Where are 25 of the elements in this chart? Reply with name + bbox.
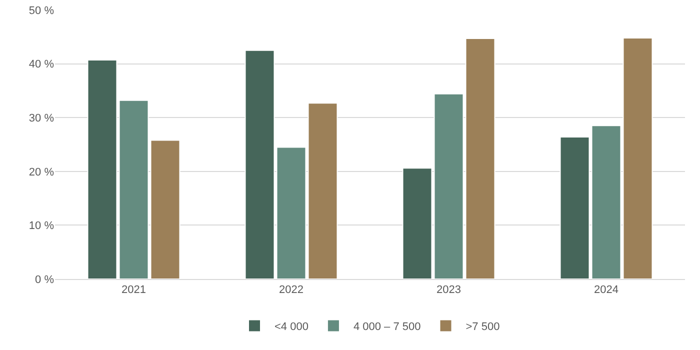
y-tick-label: 20 % <box>28 166 54 178</box>
legend-label: 4 000 – 7 500 <box>353 321 421 334</box>
bar <box>244 50 275 279</box>
legend-label: <4 000 <box>274 321 308 334</box>
bar <box>591 125 622 279</box>
bar <box>560 136 590 279</box>
x-tick-label: 2022 <box>279 284 304 296</box>
y-tick-label: 50 % <box>28 4 54 17</box>
y-tick-label: 40 % <box>28 58 54 71</box>
x-tick-label: 2021 <box>122 284 146 296</box>
bar <box>434 93 464 279</box>
bar <box>465 38 496 279</box>
bar <box>276 146 306 279</box>
y-tick-label: 10 % <box>28 220 54 232</box>
x-tick-label: 2023 <box>436 284 461 296</box>
bar <box>118 100 149 279</box>
bar <box>622 37 653 279</box>
legend-label: >7 500 <box>466 321 500 334</box>
y-tick-label: 0 % <box>35 274 54 286</box>
bar <box>308 102 338 279</box>
bar <box>402 168 432 279</box>
bar <box>87 60 118 279</box>
y-tick-label: 30 % <box>28 112 54 124</box>
x-tick-label: 2024 <box>594 284 618 296</box>
bar <box>150 140 180 279</box>
